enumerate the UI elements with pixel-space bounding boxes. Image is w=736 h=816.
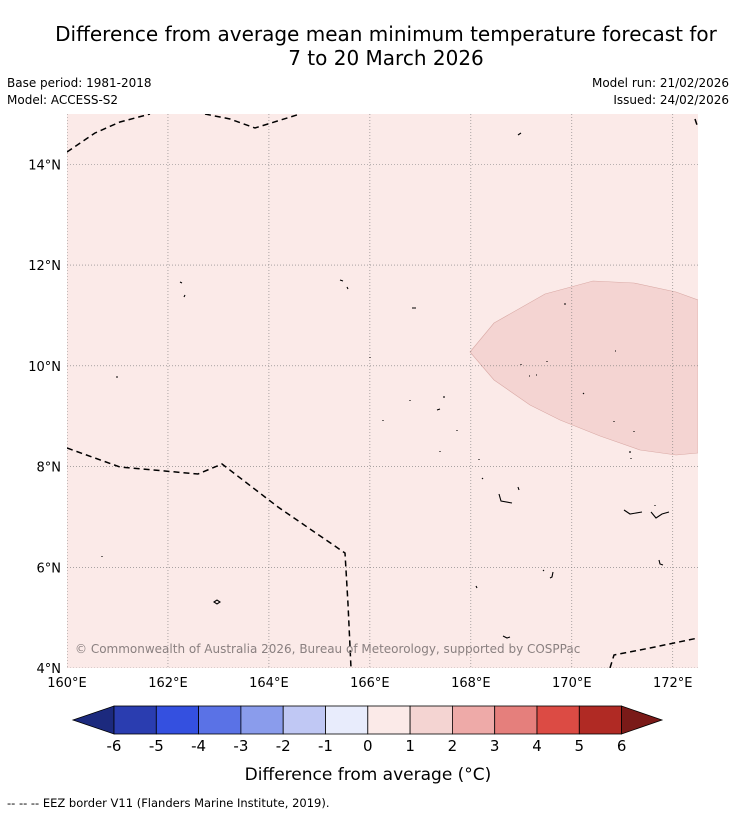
eez-border-west: [67, 447, 352, 668]
colorbar-tick-label: 6: [617, 737, 627, 755]
longitude-label: 162°E: [148, 676, 188, 691]
longitude-label: 166°E: [350, 676, 390, 691]
colorbar-bin: [409, 705, 453, 735]
graticule: [67, 114, 698, 668]
colorbar-bin: [155, 705, 200, 735]
colorbar-bin: [113, 705, 157, 735]
eez-border-northeast: [694, 118, 698, 126]
chart-title: Difference from average mean minimum tem…: [0, 22, 736, 70]
colorbar-tick-label: -4: [191, 737, 206, 755]
colorbar-bin: [578, 705, 622, 735]
title-line-2: 7 to 20 March 2026: [288, 46, 484, 70]
latitude-label: 6°N: [37, 561, 62, 576]
colorbar: [71, 705, 664, 735]
meta-left: Base period: 1981-2018 Model: ACCESS-S2: [7, 75, 152, 109]
colorbar-bin: [325, 705, 369, 735]
colorbar-tick-labels: -6 -5 -4 -3 -2 -1 0 1 2 3 4 5 6: [107, 737, 627, 755]
colorbar-bin: [536, 705, 580, 735]
colorbar-bin: [451, 705, 496, 735]
colorbar-label: Difference from average (°C): [245, 765, 492, 785]
longitude-label: 160°E: [47, 676, 87, 691]
colorbar-tick-label: 1: [405, 737, 415, 755]
issued-date: Issued: 24/02/2026: [613, 93, 729, 107]
eez-legend-note: -- -- -- EEZ border V11 (Flanders Marine…: [7, 796, 330, 810]
colorbar-bin: [282, 705, 326, 735]
longitude-label: 170°E: [552, 676, 592, 691]
colorbar-tick-label: 5: [575, 737, 585, 755]
longitude-label: 164°E: [249, 676, 289, 691]
longitude-label: 168°E: [451, 676, 491, 691]
longitude-labels: 160°E 162°E 164°E 166°E 168°E 170°E 172°E: [47, 676, 692, 691]
latitude-label: 8°N: [37, 461, 62, 476]
model-run: Model run: 21/02/2026: [591, 76, 729, 90]
colorbar-tick-label: 3: [490, 737, 500, 755]
islands: [101, 132, 670, 639]
colorbar-under-arrow: [71, 705, 115, 735]
eez-border-southeast: [609, 637, 698, 668]
colorbar-tick-label: -2: [276, 737, 291, 755]
title-line-1: Difference from average mean minimum tem…: [55, 22, 717, 46]
base-period: Base period: 1981-2018: [7, 76, 152, 90]
colorbar-tick-label: -6: [107, 737, 122, 755]
colorbar-tick-label: -5: [149, 737, 164, 755]
latitude-label: 12°N: [28, 259, 61, 274]
anomaly-region-1-to-2: [469, 280, 698, 456]
model-name: Model: ACCESS-S2: [7, 93, 119, 107]
colorbar-bin: [198, 705, 242, 735]
colorbar-bin: [240, 705, 284, 735]
colorbar-tick-label: 0: [363, 737, 373, 755]
colorbar-over-arrow: [621, 705, 664, 735]
colorbar-tick-label: -3: [233, 737, 248, 755]
latitude-label: 4°N: [37, 662, 62, 677]
meta-right: Model run: 21/02/2026 Issued: 24/02/2026: [592, 75, 729, 109]
colorbar-tick-label: 4: [532, 737, 542, 755]
map-attribution: © Commonwealth of Australia 2026, Bureau…: [75, 642, 580, 656]
colorbar-bin: [494, 705, 538, 735]
latitude-label: 10°N: [28, 360, 61, 375]
longitude-label: 172°E: [653, 676, 693, 691]
eez-borders: [67, 114, 698, 668]
colorbar-tick-label: -1: [318, 737, 333, 755]
latitude-labels: 14°N 12°N 10°N 8°N 6°N 4°N: [28, 158, 61, 677]
latitude-label: 14°N: [28, 158, 61, 173]
colorbar-bin: [367, 705, 411, 735]
eez-border-north: [67, 114, 301, 153]
colorbar-tick-label: 2: [448, 737, 458, 755]
